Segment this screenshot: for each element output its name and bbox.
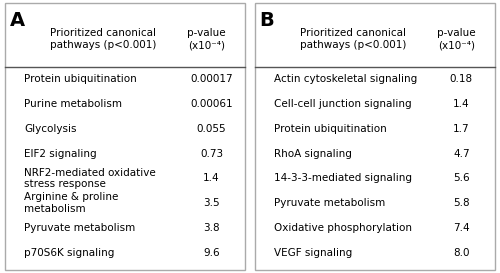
Text: B: B	[260, 11, 274, 30]
Text: Prioritized canonical
pathways (p<0.001): Prioritized canonical pathways (p<0.001)	[300, 28, 406, 50]
Text: p-value
(x10⁻⁴): p-value (x10⁻⁴)	[188, 28, 226, 50]
Text: 1.4: 1.4	[204, 173, 220, 183]
Text: p70S6K signaling: p70S6K signaling	[24, 248, 114, 257]
Text: Actin cytoskeletal signaling: Actin cytoskeletal signaling	[274, 74, 418, 84]
Text: A: A	[10, 11, 25, 30]
Text: 0.00061: 0.00061	[190, 99, 233, 109]
Text: Protein ubiquitination: Protein ubiquitination	[24, 74, 137, 84]
Text: Oxidative phosphorylation: Oxidative phosphorylation	[274, 223, 412, 233]
Text: 4.7: 4.7	[453, 149, 469, 159]
Text: VEGF signaling: VEGF signaling	[274, 248, 352, 257]
Text: Pyruvate metabolism: Pyruvate metabolism	[274, 198, 386, 208]
Text: Pyruvate metabolism: Pyruvate metabolism	[24, 223, 136, 233]
Text: 8.0: 8.0	[453, 248, 469, 257]
Text: 0.18: 0.18	[450, 74, 473, 84]
Text: NRF2-mediated oxidative
stress response: NRF2-mediated oxidative stress response	[24, 168, 156, 189]
Text: p-value
(x10⁻⁴): p-value (x10⁻⁴)	[438, 28, 476, 50]
Text: Cell-cell junction signaling: Cell-cell junction signaling	[274, 99, 411, 109]
Text: Arginine & proline
metabolism: Arginine & proline metabolism	[24, 192, 118, 214]
Text: 0.73: 0.73	[200, 149, 223, 159]
Text: 1.4: 1.4	[453, 99, 469, 109]
Text: 3.5: 3.5	[204, 198, 220, 208]
Text: 5.6: 5.6	[453, 173, 469, 183]
Text: Glycolysis: Glycolysis	[24, 124, 76, 134]
Text: 9.6: 9.6	[204, 248, 220, 257]
Text: 0.00017: 0.00017	[190, 74, 233, 84]
Text: EIF2 signaling: EIF2 signaling	[24, 149, 97, 159]
Text: 5.8: 5.8	[453, 198, 469, 208]
Text: Purine metabolism: Purine metabolism	[24, 99, 122, 109]
Text: Prioritized canonical
pathways (p<0.001): Prioritized canonical pathways (p<0.001)	[50, 28, 156, 50]
Text: 7.4: 7.4	[453, 223, 469, 233]
Text: 3.8: 3.8	[204, 223, 220, 233]
Text: 1.7: 1.7	[453, 124, 469, 134]
Text: RhoA signaling: RhoA signaling	[274, 149, 352, 159]
Text: 14-3-3-mediated signaling: 14-3-3-mediated signaling	[274, 173, 412, 183]
Text: Protein ubiquitination: Protein ubiquitination	[274, 124, 387, 134]
Text: 0.055: 0.055	[197, 124, 226, 134]
